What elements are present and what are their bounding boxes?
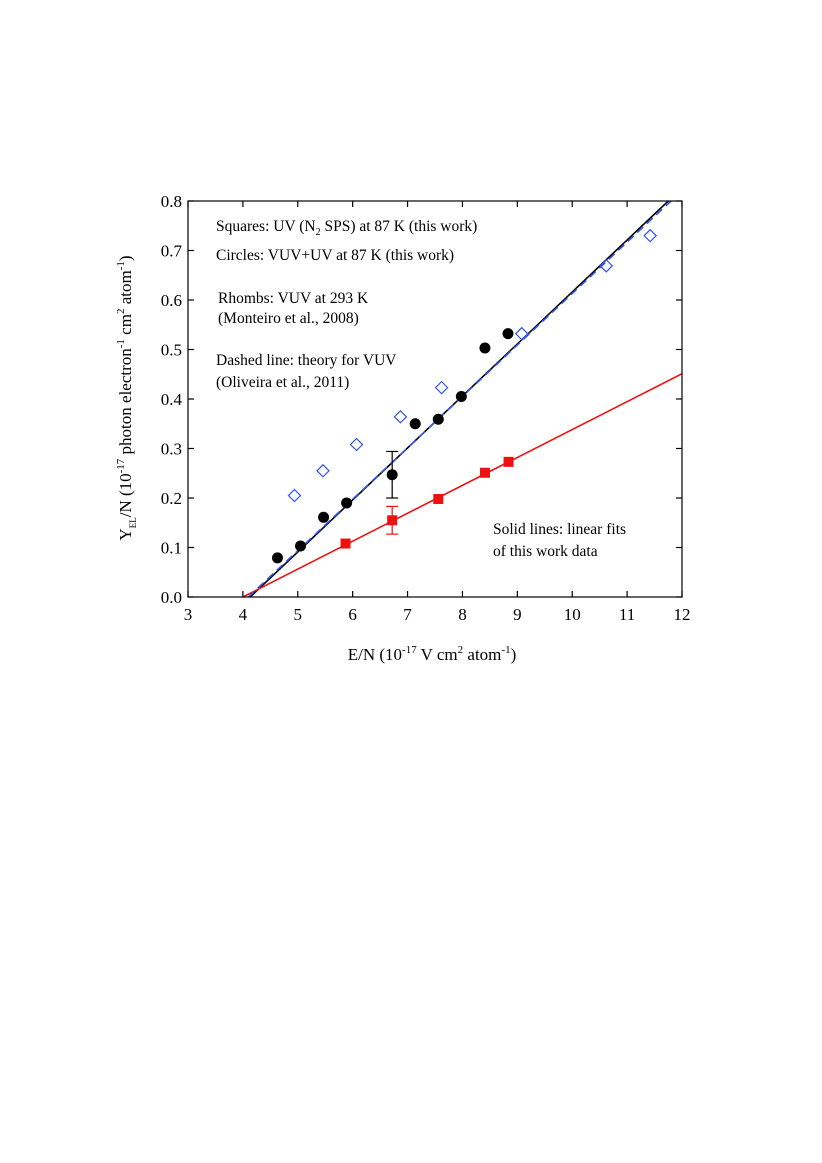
diamond-point (599, 258, 614, 273)
circle-point (409, 418, 421, 430)
x-tick-label: 12 (674, 605, 691, 624)
annotation-rhombs-line1: Rhombs: VUV at 293 K (218, 290, 369, 307)
annotation-squares: Squares: UV (N2 SPS) at 87 K (this work) (216, 218, 477, 238)
circle-point (318, 511, 330, 523)
y-tick-label: 0.5 (161, 341, 182, 360)
diamond-point (316, 463, 330, 478)
axis-ticks: 3 4 5 6 7 8 9 10 11 12 0.0 0.1 0.2 0.3 0.4 0.5 0.6 0.7 0.8 (161, 192, 691, 624)
diamond-point (393, 409, 408, 424)
annotation-circles: Circles: VUV+UV at 87 K (this work) (216, 247, 454, 264)
annotation-squares-sub: 2 (316, 227, 321, 238)
x-tick-label: 5 (294, 605, 303, 624)
circle-point (341, 497, 353, 509)
x-tick-label: 10 (564, 605, 581, 624)
square-point (340, 538, 351, 549)
diamond-point (643, 228, 658, 243)
y-tick-label: 0.8 (161, 192, 182, 211)
data-markers (271, 228, 658, 564)
y-tick-label: 0.3 (161, 440, 182, 459)
circle-point (455, 391, 467, 403)
x-tick-label: 11 (619, 605, 635, 624)
fit-line (249, 201, 669, 597)
x-tick-label: 6 (348, 605, 357, 624)
x-axis-label: E/N (10-17 V cm2 atom-1) (348, 644, 517, 664)
y-tick-label: 0.4 (161, 390, 183, 409)
y-tick-label: 0.6 (161, 291, 182, 310)
y-tick-label: 0.7 (161, 242, 183, 261)
annotation-dashed-line2: (Oliveira et al., 2011) (216, 374, 349, 391)
circle-point (432, 413, 444, 425)
diamond-point (514, 326, 529, 341)
y-tick-label: 0.2 (161, 489, 182, 508)
square-point (433, 493, 444, 504)
x-tick-label: 9 (513, 605, 522, 624)
circle-point (295, 540, 307, 552)
annotation-rhombs-line2: (Monteiro et al., 2008) (218, 310, 359, 327)
diamond-point (349, 437, 364, 452)
y-tick-label: 0.0 (161, 588, 182, 607)
circle-point (386, 469, 398, 481)
annotation-squares-post: SPS) at 87 K (this work) (321, 218, 478, 235)
diamond-point (434, 380, 449, 395)
circle-point (271, 552, 283, 564)
diamond-point (287, 488, 302, 503)
annotation-dashed-line1: Dashed line: theory for VUV (216, 352, 397, 369)
y-tick-label: 0.1 (161, 539, 182, 558)
circle-point (502, 328, 514, 340)
square-point (387, 515, 398, 526)
x-tick-label: 3 (184, 605, 193, 624)
fit-line (242, 373, 682, 597)
y-axis-label: YEL/N (10-17 photon electron-1 cm2 atom-… (115, 255, 138, 540)
square-point (479, 467, 490, 478)
circle-point (479, 342, 491, 354)
square-point (503, 456, 514, 467)
annotation-squares-pre: Squares: UV (N (216, 218, 316, 235)
annotation-solid-line2: of this work data (493, 543, 598, 560)
x-tick-label: 8 (458, 605, 467, 624)
annotation-solid-line1: Solid lines: linear fits (493, 521, 626, 538)
x-tick-label: 7 (403, 605, 412, 624)
x-tick-label: 4 (239, 605, 248, 624)
